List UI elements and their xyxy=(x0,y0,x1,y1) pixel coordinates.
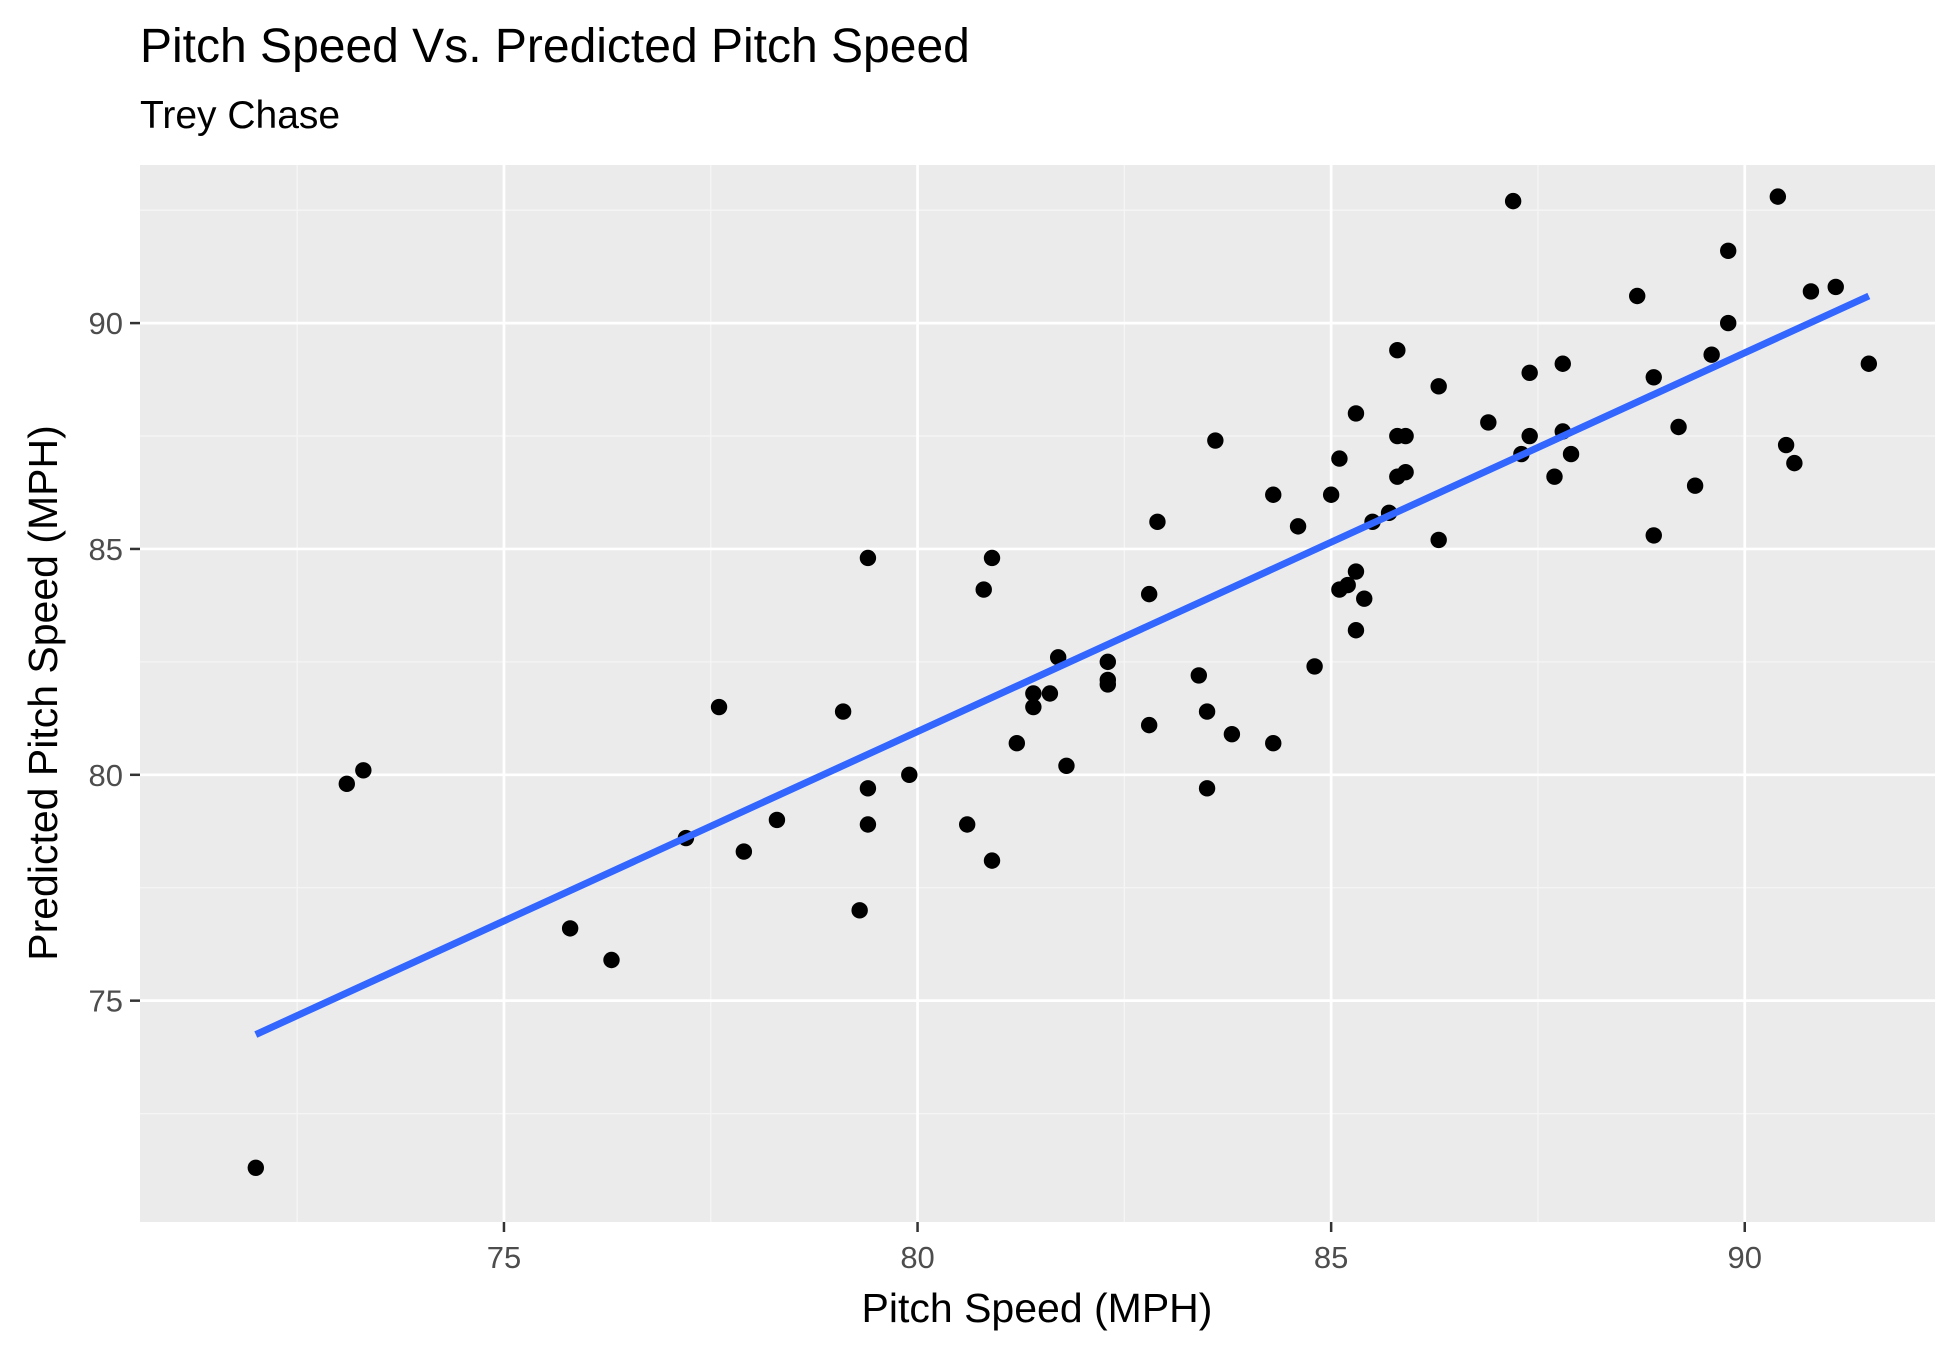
data-point xyxy=(1265,486,1282,503)
data-point xyxy=(1521,427,1538,445)
regression-line-group xyxy=(254,292,1871,1038)
regression-line xyxy=(254,292,1871,1038)
x-tick-label: 90 xyxy=(1728,1240,1762,1275)
data-point xyxy=(859,780,877,797)
x-tick-label: 75 xyxy=(487,1240,521,1275)
data-point xyxy=(1322,486,1340,503)
data-point xyxy=(834,703,852,720)
data-point xyxy=(1397,427,1414,445)
data-point xyxy=(1140,716,1158,734)
data-point xyxy=(1347,563,1365,580)
x-tick-label: 80 xyxy=(900,1240,934,1275)
x-axis-title: Pitch Speed (MPH) xyxy=(862,1285,1213,1331)
data-point xyxy=(561,920,579,937)
data-point xyxy=(1504,192,1522,210)
data-point xyxy=(1331,450,1348,467)
grid-major-lines xyxy=(140,165,1935,1222)
data-point xyxy=(975,581,992,598)
data-point xyxy=(355,762,372,779)
data-point xyxy=(1720,314,1737,332)
y-tick-label: 90 xyxy=(89,306,123,341)
data-point xyxy=(1265,734,1282,752)
data-point xyxy=(1198,780,1216,797)
grid-minor-lines xyxy=(140,165,1935,1222)
data-point xyxy=(1562,445,1580,463)
chart-subtitle: Trey Chase xyxy=(140,94,340,137)
data-point xyxy=(1339,576,1356,594)
data-point xyxy=(1347,622,1365,639)
data-point xyxy=(1041,685,1059,702)
data-point xyxy=(1777,436,1795,454)
data-point xyxy=(1347,405,1365,422)
data-point xyxy=(1629,287,1646,305)
data-point xyxy=(1099,676,1117,693)
data-point xyxy=(1140,585,1158,603)
data-point xyxy=(1860,355,1878,372)
data-point xyxy=(1720,242,1737,260)
data-point xyxy=(1769,188,1787,205)
chart-title: Pitch Speed Vs. Predicted Pitch Speed xyxy=(140,20,970,73)
x-axis-ticks: 75 80 85 90 xyxy=(487,1222,1762,1275)
data-point xyxy=(338,775,355,793)
data-point xyxy=(1430,378,1447,395)
data-point xyxy=(1645,527,1662,544)
y-tick-label: 85 xyxy=(89,532,123,567)
data-point xyxy=(1827,278,1844,296)
data-point xyxy=(247,1159,265,1176)
data-point xyxy=(983,852,1001,869)
data-point xyxy=(1207,432,1224,449)
data-point xyxy=(1356,590,1373,607)
data-point xyxy=(710,698,728,716)
data-point xyxy=(1521,364,1538,381)
data-point xyxy=(1289,518,1307,535)
data-point xyxy=(1802,283,1820,300)
data-point xyxy=(1480,414,1497,431)
data-point xyxy=(1397,463,1414,481)
data-point xyxy=(1025,698,1042,716)
data-point xyxy=(1306,658,1323,675)
data-point xyxy=(1149,513,1166,531)
data-point xyxy=(1554,355,1571,372)
data-point xyxy=(1703,346,1720,363)
data-point xyxy=(1058,757,1075,774)
data-point xyxy=(1645,369,1662,386)
data-point xyxy=(1190,667,1208,684)
data-point xyxy=(983,549,1001,567)
y-axis-ticks: 75 80 85 90 xyxy=(89,306,140,1019)
data-point xyxy=(1099,653,1117,671)
data-point xyxy=(851,902,868,919)
data-point xyxy=(1198,703,1216,720)
data-point xyxy=(1670,418,1687,436)
data-point xyxy=(958,816,976,833)
data-point xyxy=(1686,477,1704,494)
y-tick-label: 75 xyxy=(89,984,123,1019)
data-point xyxy=(1008,734,1026,752)
data-point xyxy=(1389,342,1406,359)
data-point xyxy=(603,951,620,969)
data-point xyxy=(859,549,877,567)
y-tick-label: 80 xyxy=(89,758,123,793)
data-point xyxy=(859,816,877,833)
data-point xyxy=(768,811,786,829)
data-point xyxy=(1546,468,1563,485)
data-point xyxy=(901,766,918,784)
y-axis-title: Predicted Pitch Speed (MPH) xyxy=(20,425,66,961)
data-point xyxy=(1025,685,1042,702)
x-tick-label: 85 xyxy=(1314,1240,1348,1275)
data-point xyxy=(735,843,753,860)
data-point xyxy=(1223,725,1241,743)
data-point xyxy=(1430,531,1447,549)
data-point xyxy=(1786,454,1803,472)
